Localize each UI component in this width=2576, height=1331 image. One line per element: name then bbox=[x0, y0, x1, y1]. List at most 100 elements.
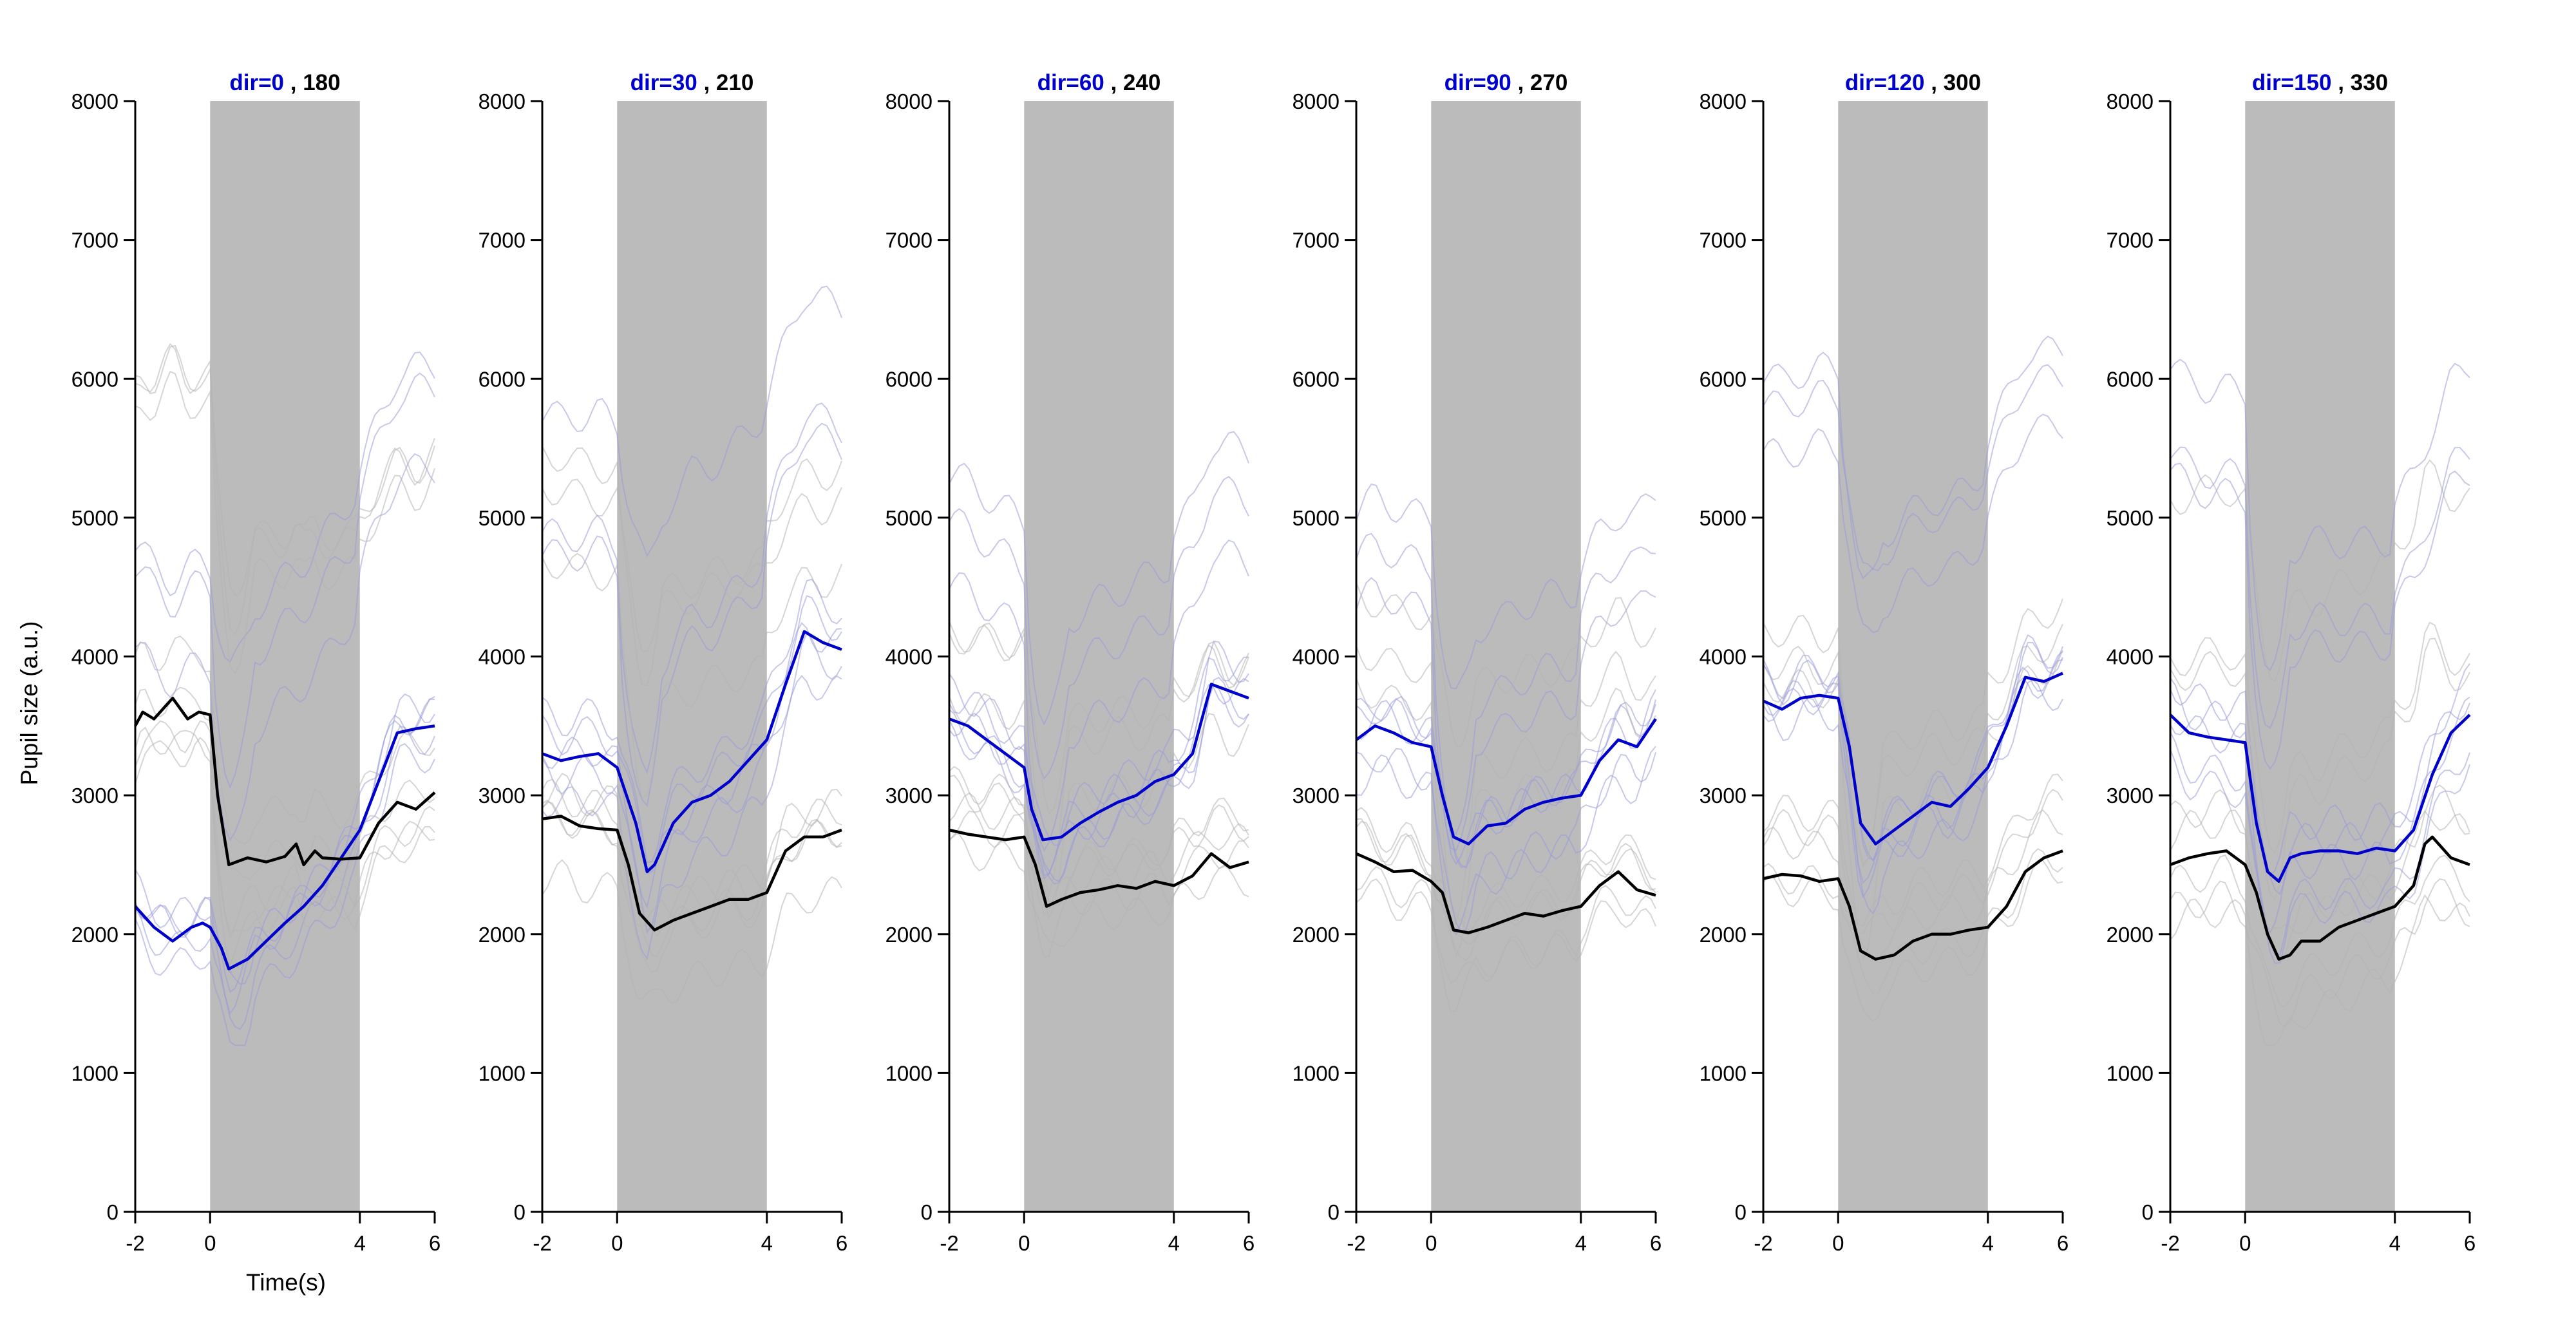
stimulus-window bbox=[2245, 101, 2395, 1212]
trial-trace bbox=[949, 431, 1249, 726]
trial-trace bbox=[542, 772, 842, 929]
y-tick-label: 1000 bbox=[71, 1061, 118, 1085]
y-tick-label: 8000 bbox=[71, 90, 118, 113]
trial-trace bbox=[1356, 746, 1656, 936]
trial-trace bbox=[1356, 577, 1656, 852]
trial-trace bbox=[949, 833, 1249, 947]
x-tick-label: -2 bbox=[533, 1231, 551, 1255]
x-tick-label: 4 bbox=[1575, 1231, 1587, 1255]
trial-trace bbox=[542, 285, 842, 558]
y-tick-label: 4000 bbox=[478, 645, 526, 669]
panel-title-primary: dir=60 bbox=[1037, 70, 1111, 95]
y-tick-label: 1000 bbox=[1293, 1061, 1340, 1085]
trial-trace bbox=[1763, 659, 2063, 899]
trial-trace bbox=[135, 726, 435, 934]
panel-4: 0 1000 2000 3000 4000 5000 6000 7000 8000 -2 0 4 6 di… bbox=[1293, 70, 1662, 1255]
y-tick-label: 4000 bbox=[71, 645, 118, 669]
trial-trace bbox=[2170, 459, 2470, 683]
series-primary-line bbox=[2169, 713, 2471, 883]
series-primary-line bbox=[1763, 672, 2063, 845]
panel-title-secondary: , 300 bbox=[1931, 70, 1981, 95]
y-tick-label: 7000 bbox=[71, 229, 118, 252]
y-tick-label: 1000 bbox=[1700, 1061, 1747, 1085]
y-axis-label: Pupil size (a.u.) bbox=[16, 621, 43, 786]
trial-trace bbox=[542, 402, 842, 775]
trial-trace bbox=[1356, 818, 1656, 961]
panel-title: dir=90 , 270 bbox=[1444, 70, 1568, 95]
y-tick-label: 7000 bbox=[2107, 229, 2154, 252]
panel-title: dir=0 , 180 bbox=[229, 70, 340, 95]
trial-trace bbox=[1763, 848, 2063, 994]
y-tick-label: 7000 bbox=[478, 229, 526, 252]
x-tick-label: 0 bbox=[2239, 1231, 2251, 1255]
trial-trace bbox=[135, 686, 435, 880]
y-tick-label: 2000 bbox=[886, 923, 933, 947]
y-tick-label: 5000 bbox=[71, 506, 118, 530]
y-tick-label: 7000 bbox=[886, 229, 933, 252]
x-tick-label: 0 bbox=[1832, 1231, 1844, 1255]
y-tick-label: 6000 bbox=[71, 367, 118, 391]
stimulus-window bbox=[1431, 101, 1581, 1212]
y-tick-label: 3000 bbox=[1700, 784, 1747, 807]
trial-trace bbox=[949, 476, 1249, 780]
panel-title: dir=60 , 240 bbox=[1037, 70, 1161, 95]
y-tick-label: 6000 bbox=[478, 367, 526, 391]
trial-trace bbox=[2170, 462, 2470, 770]
trial-trace bbox=[1763, 335, 2063, 580]
trial-trace bbox=[542, 779, 842, 936]
x-tick-label: 4 bbox=[1982, 1231, 1994, 1255]
panel-title-primary: dir=150 bbox=[2252, 70, 2338, 95]
y-tick-label: 4000 bbox=[1293, 645, 1340, 669]
y-tick-label: 4000 bbox=[886, 645, 933, 669]
x-tick-label: 6 bbox=[1650, 1231, 1662, 1255]
y-tick-label: 3000 bbox=[1293, 784, 1340, 807]
x-tick-label: 0 bbox=[1425, 1231, 1437, 1255]
y-tick-label: 6000 bbox=[886, 367, 933, 391]
panel-title-primary: dir=30 bbox=[630, 70, 704, 95]
y-tick-label: 2000 bbox=[1700, 923, 1747, 947]
y-tick-label: 1000 bbox=[478, 1061, 526, 1085]
x-axis-label: Time(s) bbox=[246, 1269, 326, 1296]
panel-title-secondary: , 240 bbox=[1110, 70, 1160, 95]
series-primary-line bbox=[542, 630, 842, 873]
series-secondary-line bbox=[542, 815, 842, 932]
trial-trace bbox=[135, 693, 435, 985]
y-tick-label: 8000 bbox=[1700, 90, 1747, 113]
panel-1: 0 1000 2000 3000 4000 5000 6000 7000 8000 -2 0 4 6 di… bbox=[71, 70, 441, 1255]
y-tick-label: 5000 bbox=[1700, 506, 1747, 530]
y-tick-label: 8000 bbox=[886, 90, 933, 113]
trial-trace bbox=[949, 676, 1249, 883]
y-tick-label: 5000 bbox=[886, 506, 933, 530]
trial-trace bbox=[1356, 677, 1656, 958]
y-tick-label: 6000 bbox=[2107, 367, 2154, 391]
x-tick-label: -2 bbox=[1754, 1231, 1772, 1255]
series-primary-line bbox=[1355, 718, 1657, 845]
panel-3: 0 1000 2000 3000 4000 5000 6000 7000 8000 -2 0 4 6 di… bbox=[886, 70, 1255, 1255]
x-tick-label: 4 bbox=[2389, 1231, 2401, 1255]
trial-trace bbox=[2170, 621, 2470, 854]
y-tick-label: 7000 bbox=[1293, 229, 1340, 252]
series-secondary-line bbox=[1356, 852, 1656, 934]
trial-trace bbox=[2170, 749, 2470, 965]
trial-trace bbox=[1763, 789, 2063, 934]
panel-6: 0 1000 2000 3000 4000 5000 6000 7000 8000 -2 0 4 6 di… bbox=[2107, 70, 2476, 1255]
trial-trace bbox=[135, 720, 435, 940]
y-tick-label: 0 bbox=[1735, 1200, 1747, 1224]
y-tick-label: 0 bbox=[107, 1200, 118, 1224]
trial-trace bbox=[135, 372, 435, 789]
trial-trace bbox=[949, 621, 1249, 815]
trial-trace bbox=[1356, 807, 1656, 932]
trial-trace bbox=[2170, 446, 2470, 729]
y-tick-label: 0 bbox=[2142, 1200, 2154, 1224]
y-tick-label: 8000 bbox=[478, 90, 526, 113]
y-tick-label: 3000 bbox=[478, 784, 526, 807]
trial-trace bbox=[135, 370, 435, 675]
trial-trace bbox=[1763, 679, 2063, 915]
x-tick-label: 6 bbox=[2057, 1231, 2069, 1255]
trial-trace bbox=[2170, 637, 2470, 901]
trial-trace bbox=[542, 478, 842, 652]
trial-trace bbox=[949, 810, 1249, 959]
x-tick-label: 6 bbox=[836, 1231, 848, 1255]
panel-title-secondary: , 180 bbox=[290, 70, 341, 95]
